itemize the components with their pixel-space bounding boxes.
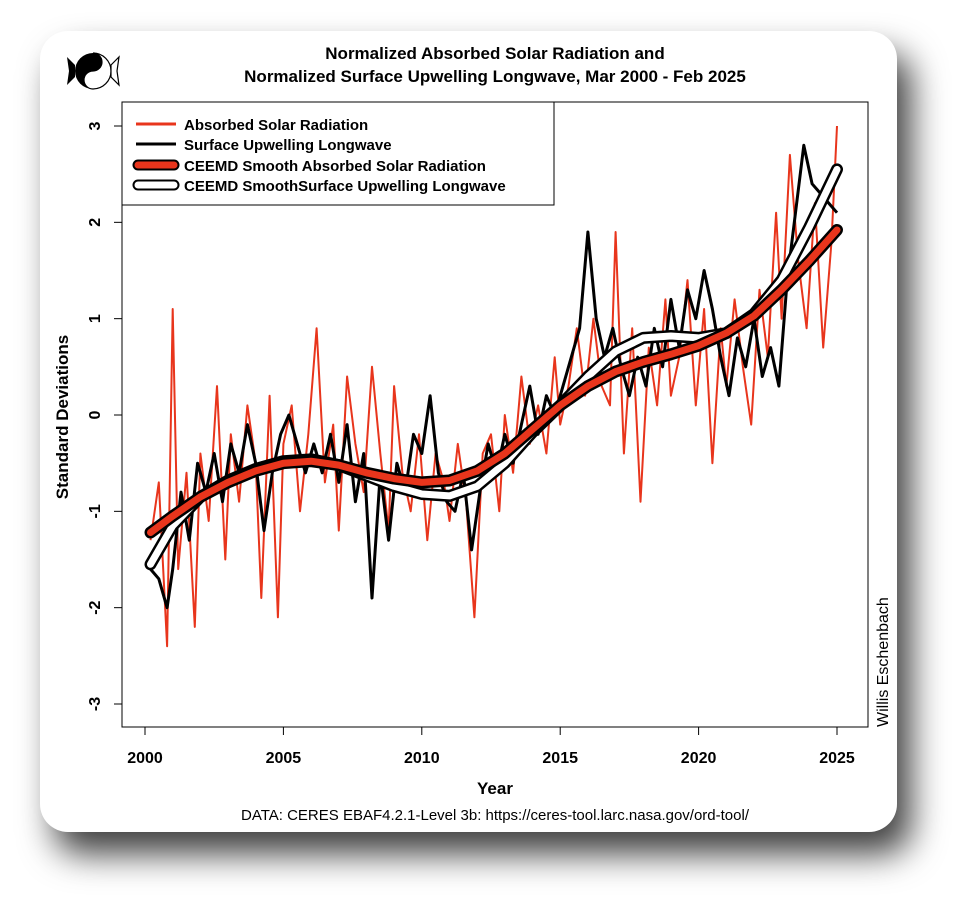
y-tick-label-1: -2	[87, 600, 104, 614]
series-smooth-absorbed-line	[147, 226, 841, 536]
y-axis: -3 -2 -1 0 1 2 3	[87, 121, 123, 711]
legend-label-absorbed: Absorbed Solar Radiation	[184, 117, 368, 134]
data-source-footer: DATA: CERES EBAF4.2.1-Level 3b: https://…	[241, 807, 750, 824]
x-tick-label-1: 2005	[266, 750, 302, 767]
legend-label-longwave: Surface Upwelling Longwave	[184, 137, 392, 154]
y-tick-label-5: 2	[87, 218, 104, 227]
series-layer	[144, 125, 843, 648]
y-tick-label-2: -1	[87, 504, 104, 518]
x-tick-label-3: 2015	[542, 750, 578, 767]
y-tick-label-4: 1	[87, 314, 104, 323]
legend-label-smooth-absorbed: CEEMD Smooth Absorbed Solar Radiation	[184, 158, 486, 175]
chart-title-line2: Normalized Surface Upwelling Longwave, M…	[244, 67, 746, 86]
x-axis: 2000 2005 2010 2015 2020 2025	[127, 726, 855, 767]
x-tick-label-2: 2010	[404, 750, 440, 767]
y-tick-label-3: 0	[87, 410, 104, 419]
y-axis-label: Standard Deviations	[53, 335, 72, 499]
legend-box	[121, 101, 555, 206]
series-smooth-absorbed-outline	[144, 224, 843, 539]
y-tick-label-0: -3	[87, 697, 104, 711]
yin-yang-fish-icon	[67, 52, 120, 90]
chart: Normalized Absorbed Solar Radiation and …	[53, 44, 892, 824]
legend-label-smooth-longwave: CEEMD SmoothSurface Upwelling Longwave	[184, 178, 506, 195]
series-absorbed-solar-line	[149, 125, 838, 648]
x-tick-label-0: 2000	[127, 750, 163, 767]
x-axis-label: Year	[477, 779, 513, 798]
y-tick-label-6: 3	[87, 121, 104, 130]
legend: Absorbed Solar Radiation Surface Upwelli…	[121, 101, 555, 206]
x-tick-label-5: 2025	[819, 750, 855, 767]
chart-card: Normalized Absorbed Solar Radiation and …	[40, 31, 897, 832]
series-upwelling-longwave-line	[149, 143, 839, 610]
x-tick-label-4: 2020	[681, 750, 717, 767]
chart-title-line1: Normalized Absorbed Solar Radiation and	[325, 44, 664, 63]
author-credit: Willis Eschenbach	[875, 597, 892, 727]
